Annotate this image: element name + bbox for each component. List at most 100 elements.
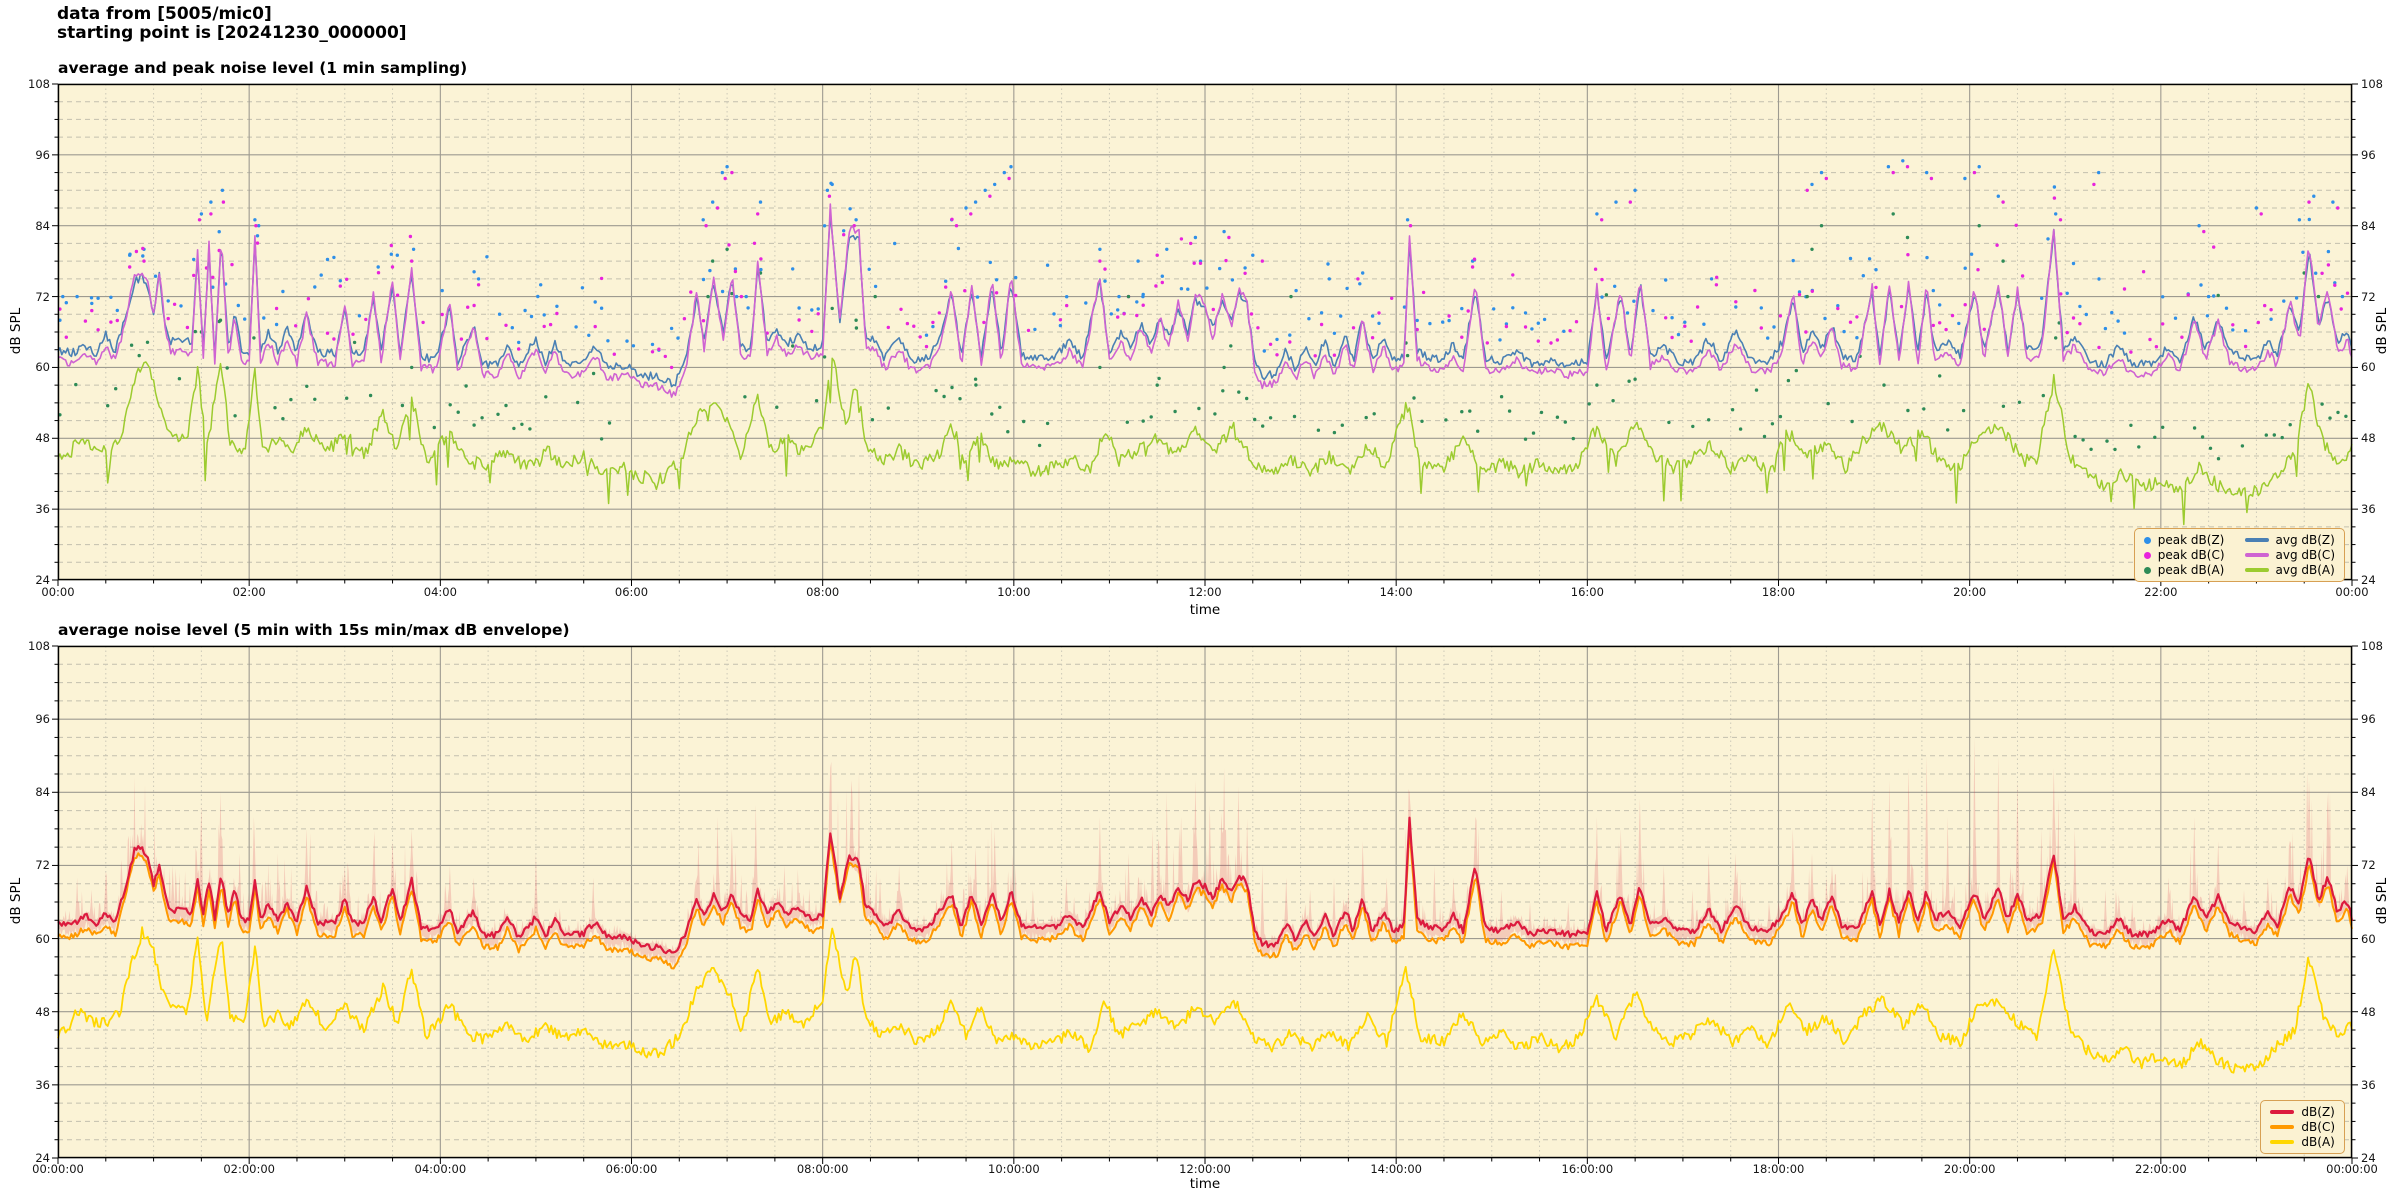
chart2-plot-area xyxy=(52,645,2358,1164)
x-tick-label: 04:00 xyxy=(423,585,457,599)
legend-entry-label: peak dB(C) xyxy=(2157,548,2225,562)
y-tick-label-right: 84 xyxy=(2361,218,2376,233)
legend-entry: peak dB(C) xyxy=(2143,548,2225,562)
legend-entry-label: peak dB(Z) xyxy=(2157,533,2225,547)
chart1-plot-area xyxy=(52,83,2358,586)
legend-entry-label: dB(Z) xyxy=(2301,1105,2335,1119)
y-tick-label-left: 36 xyxy=(35,1077,50,1092)
x-tick-label: 10:00:00 xyxy=(988,1162,1040,1176)
y-tick-label-right: 72 xyxy=(2361,289,2376,304)
y-tick-label-right: 108 xyxy=(2361,639,2383,653)
chart1-xlabel: time xyxy=(1189,602,1221,618)
chart1-ylabel-right: dB SPL xyxy=(2374,307,2390,355)
x-tick-label: 08:00 xyxy=(806,585,840,599)
y-tick-label-right: 72 xyxy=(2361,858,2376,873)
legend-entry-label: dB(A) xyxy=(2301,1135,2335,1149)
y-tick-label-right: 36 xyxy=(2361,1077,2376,1092)
y-tick-label-left: 48 xyxy=(35,1004,50,1019)
x-tick-label: 14:00 xyxy=(1379,585,1413,599)
y-tick-label-left: 96 xyxy=(35,712,50,727)
x-tick-label: 22:00 xyxy=(2144,585,2178,599)
chart1-ylabel-left: dB SPL xyxy=(8,307,24,355)
y-tick-label-right: 96 xyxy=(2361,712,2376,727)
y-tick-label-left: 36 xyxy=(35,502,50,517)
x-tick-label: 22:00:00 xyxy=(2135,1162,2187,1176)
x-tick-label: 00:00:00 xyxy=(2326,1162,2378,1176)
x-tick-label: 10:00 xyxy=(997,585,1031,599)
x-tick-label: 16:00:00 xyxy=(1561,1162,1614,1176)
y-tick-label-right: 108 xyxy=(2361,77,2383,91)
y-tick-label-left: 72 xyxy=(35,858,50,873)
legend-entry: avg dB(A) xyxy=(2244,563,2335,577)
legend-entry-label: avg dB(C) xyxy=(2275,548,2335,562)
chart1-title: average and peak noise level (1 min samp… xyxy=(58,59,468,77)
legend-entry-label: dB(C) xyxy=(2301,1120,2335,1134)
legend-dot-marker xyxy=(2143,566,2151,574)
y-tick-label-right: 96 xyxy=(2361,147,2376,162)
y-tick-label-left: 108 xyxy=(28,77,50,91)
chart2-ylabel-left: dB SPL xyxy=(8,877,24,925)
chart2-title: average noise level (5 min with 15s min/… xyxy=(58,621,570,639)
legend-entry: peak dB(Z) xyxy=(2143,533,2225,547)
legend-entry: dB(C) xyxy=(2270,1120,2335,1134)
y-tick-label-right: 36 xyxy=(2361,502,2376,517)
x-tick-label: 00:00 xyxy=(41,585,75,599)
legend-entry-label: avg dB(A) xyxy=(2275,563,2335,577)
y-tick-label-left: 72 xyxy=(35,289,50,304)
chart2-xlabel: time xyxy=(1189,1176,1221,1192)
chart1-legend: peak dB(Z) peak dB(C) peak dB(A) avg dB(Z) a… xyxy=(2133,528,2345,582)
legend-line-marker xyxy=(2270,1110,2295,1114)
legend-column: avg dB(Z) avg dB(C) avg dB(A) xyxy=(2244,533,2335,577)
header-source-line: data from [5005/mic0] xyxy=(57,4,272,24)
legend-line-marker xyxy=(2270,1125,2295,1129)
y-tick-label-left: 84 xyxy=(35,785,50,800)
y-tick-label-left: 84 xyxy=(35,218,50,233)
legend-dot-marker xyxy=(2143,551,2151,559)
legend-column: peak dB(Z) peak dB(C) peak dB(A) xyxy=(2143,533,2225,577)
legend-entry-label: peak dB(A) xyxy=(2157,563,2225,577)
y-tick-label-right: 24 xyxy=(2361,573,2376,587)
x-tick-label: 00:00 xyxy=(2335,585,2369,599)
x-tick-label: 04:00:00 xyxy=(414,1162,467,1176)
x-tick-label: 06:00 xyxy=(614,585,649,599)
y-tick-label-left: 24 xyxy=(35,1151,50,1165)
y-tick-label-left: 96 xyxy=(35,147,50,162)
legend-entry: dB(A) xyxy=(2270,1135,2335,1149)
legend-line-marker xyxy=(2244,568,2269,572)
y-tick-label-right: 84 xyxy=(2361,785,2376,800)
y-tick-label-left: 24 xyxy=(35,573,50,587)
y-tick-label-left: 48 xyxy=(35,431,50,446)
x-tick-label: 12:00 xyxy=(1188,585,1222,599)
legend-entry: peak dB(A) xyxy=(2143,563,2225,577)
x-tick-label: 20:00 xyxy=(1953,585,1987,599)
x-tick-label: 02:00:00 xyxy=(223,1162,275,1176)
y-tick-label-left: 108 xyxy=(28,639,50,653)
legend-entry: avg dB(C) xyxy=(2244,548,2335,562)
x-tick-label: 16:00 xyxy=(1570,585,1604,599)
x-tick-label: 20:00:00 xyxy=(1943,1162,1996,1176)
x-tick-label: 08:00:00 xyxy=(796,1162,849,1176)
legend-dot-marker xyxy=(2143,536,2151,544)
chart2-legend: dB(Z) dB(C) dB(A) xyxy=(2260,1100,2345,1154)
y-tick-label-right: 60 xyxy=(2361,931,2376,946)
y-tick-label-right: 48 xyxy=(2361,431,2376,446)
y-tick-label-right: 60 xyxy=(2361,360,2376,375)
legend-column: dB(Z) dB(C) dB(A) xyxy=(2270,1105,2335,1149)
legend-line-marker xyxy=(2244,538,2269,542)
y-tick-label-left: 60 xyxy=(35,360,50,375)
y-tick-label-right: 48 xyxy=(2361,1004,2376,1019)
legend-entry: dB(Z) xyxy=(2270,1105,2335,1119)
x-tick-label: 14:00:00 xyxy=(1370,1162,1422,1176)
x-tick-label: 02:00 xyxy=(232,585,266,599)
legend-line-marker xyxy=(2244,553,2269,557)
y-tick-label-right: 24 xyxy=(2361,1151,2376,1165)
x-tick-label: 18:00 xyxy=(1761,585,1796,599)
x-tick-label: 18:00:00 xyxy=(1752,1162,1805,1176)
x-tick-label: 12:00:00 xyxy=(1179,1162,1231,1176)
chart2-ylabel-right: dB SPL xyxy=(2374,877,2390,925)
x-tick-label: 00:00:00 xyxy=(32,1162,84,1176)
legend-line-marker xyxy=(2270,1140,2295,1144)
legend-entry-label: avg dB(Z) xyxy=(2275,533,2335,547)
x-tick-label: 06:00:00 xyxy=(605,1162,658,1176)
legend-entry: avg dB(Z) xyxy=(2244,533,2335,547)
